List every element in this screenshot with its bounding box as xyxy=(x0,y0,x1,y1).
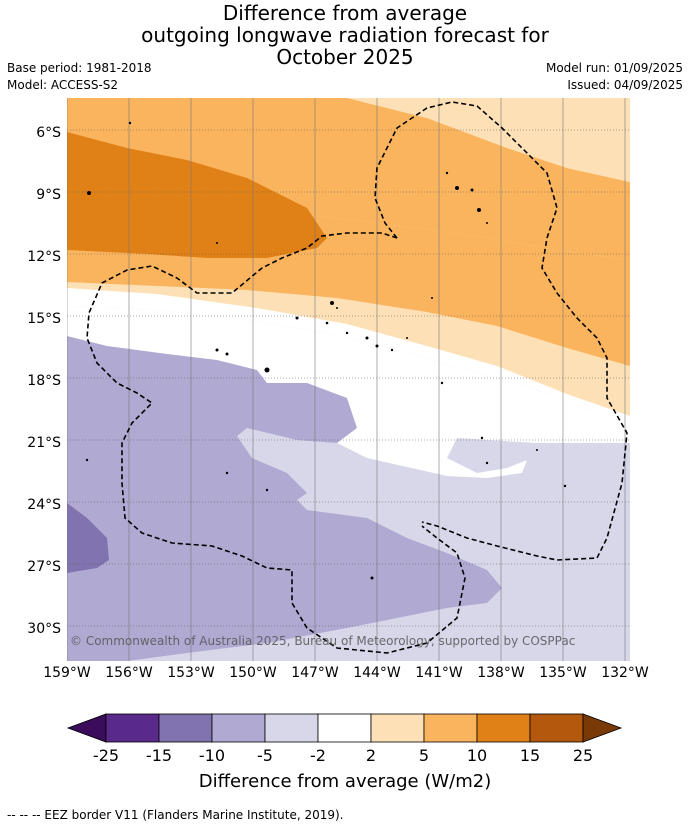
lat-label: 12°S xyxy=(27,249,61,265)
band-2-5-top xyxy=(67,98,630,182)
lat-label: 15°S xyxy=(27,311,61,327)
colorbar-segment xyxy=(476,713,531,743)
lat-label: 24°S xyxy=(27,497,61,513)
lat-label: 6°S xyxy=(36,125,61,141)
lat-label: 27°S xyxy=(27,559,61,575)
eez-border-east xyxy=(374,101,628,561)
colorbar-tick: 15 xyxy=(519,746,541,765)
lon-label: 156°W xyxy=(105,665,153,681)
base-period: Base period: 1981-2018 xyxy=(7,61,152,75)
colorbar-extend-low xyxy=(66,713,107,743)
colorbar-segment xyxy=(423,713,478,743)
colorbar-tick: -15 xyxy=(145,746,173,765)
model-name: Model: ACCESS-S2 xyxy=(7,78,119,92)
colorbar xyxy=(66,713,623,743)
colorbar-tick: 2 xyxy=(365,746,377,765)
title-line-3: October 2025 xyxy=(276,45,414,69)
colorbar-tick: -25 xyxy=(92,746,120,765)
colorbar-extend-high xyxy=(582,713,623,743)
colorbar-segment xyxy=(158,713,213,743)
eez-border-west xyxy=(86,232,466,654)
band-10-15 xyxy=(67,132,327,258)
lon-label: 138°W xyxy=(477,665,525,681)
colorbar-segment xyxy=(529,713,584,743)
colorbar-title: Difference from average (W/m2) xyxy=(198,771,492,792)
meta-right: Model run: 01/09/2025 Issued: 04/09/2025 xyxy=(546,60,683,94)
lat-label: 30°S xyxy=(27,621,61,637)
neutral-band xyxy=(67,306,630,478)
lat-label: 21°S xyxy=(27,435,61,451)
model-run: Model run: 01/09/2025 xyxy=(545,61,683,75)
colorbar-tick: 10 xyxy=(466,746,488,765)
lon-label: 153°W xyxy=(167,665,215,681)
lon-label: 159°W xyxy=(43,665,91,681)
lon-label: 144°W xyxy=(353,665,401,681)
colorbar-segment xyxy=(370,713,425,743)
colorbar-segment xyxy=(105,713,160,743)
map-svg xyxy=(67,98,630,661)
band-minus-5-minus-10 xyxy=(67,336,502,661)
eez-legend-note: -- -- -- EEZ border V11 (Flanders Marine… xyxy=(7,808,344,822)
anomaly-map xyxy=(67,98,630,661)
colorbar-segment xyxy=(317,713,372,743)
chart-title: Difference from average outgoing longwav… xyxy=(0,2,690,68)
lon-label: 141°W xyxy=(415,665,463,681)
meta-left: Base period: 1981-2018 Model: ACCESS-S2 xyxy=(7,60,152,94)
colorbar-tick: -10 xyxy=(198,746,226,765)
issued-date: Issued: 04/09/2025 xyxy=(567,78,683,92)
lon-label: 150°W xyxy=(229,665,277,681)
colorbar-tick: -5 xyxy=(257,746,273,765)
colorbar-tick: 5 xyxy=(418,746,430,765)
lat-gridlines xyxy=(67,129,630,627)
lon-label: 132°W xyxy=(601,665,649,681)
colorbar-segment xyxy=(264,713,319,743)
colorbar-tick: -2 xyxy=(310,746,326,765)
copyright-note: © Commonwealth of Australia 2025, Bureau… xyxy=(70,634,576,648)
band-minus-10-minus-15 xyxy=(67,503,109,573)
neutral-edge xyxy=(67,306,630,443)
lat-label: 18°S xyxy=(27,373,61,389)
lon-gridlines xyxy=(67,98,626,661)
colorbar-segment xyxy=(211,713,266,743)
island-markers xyxy=(85,121,567,580)
lon-label: 135°W xyxy=(539,665,587,681)
lat-label: 9°S xyxy=(36,187,61,203)
colorbar-tick: 25 xyxy=(572,746,594,765)
title-line-2: outgoing longwave radiation forecast for xyxy=(141,23,549,47)
title-line-1: Difference from average xyxy=(222,1,468,25)
lon-label: 147°W xyxy=(291,665,339,681)
